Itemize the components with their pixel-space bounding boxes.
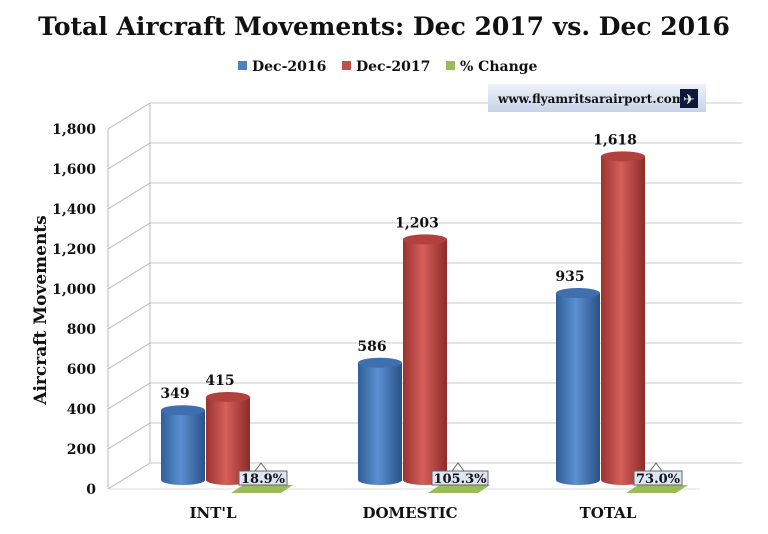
y-tick-label: 1,400 — [52, 202, 96, 218]
pct-label-box — [633, 470, 683, 486]
bar-cap — [403, 234, 447, 245]
data-label: 1,618 — [593, 132, 637, 148]
x-tick-label: DOMESTIC — [362, 504, 457, 522]
pct-data-label: 18.9% — [241, 472, 286, 487]
bar-dec-2017 — [206, 397, 250, 485]
x-tick-label: TOTAL — [580, 504, 637, 522]
data-label: 415 — [205, 373, 234, 389]
grid-diagonal — [107, 142, 151, 170]
pct-label-box — [431, 470, 489, 486]
bar-cap — [206, 392, 250, 402]
pct-data-label: 105.3% — [433, 472, 487, 487]
bar-dec-2017 — [601, 156, 645, 485]
y-axis-label: Aircraft Movements — [31, 215, 51, 405]
pct-label-box — [238, 470, 288, 486]
bar-pct-change — [428, 485, 490, 493]
watermark-text: www.flyamritsarairport.com — [497, 92, 685, 106]
y-tick-label: 400 — [67, 402, 96, 418]
grid-diagonal — [107, 102, 151, 130]
y-tick-label: 600 — [67, 362, 96, 378]
plane-icon-glyph: ✈ — [683, 92, 695, 108]
bar-pct-change — [231, 485, 293, 493]
data-label: 586 — [357, 339, 386, 355]
plane-icon — [680, 89, 698, 108]
data-label: 1,203 — [395, 215, 439, 231]
bar-cap — [161, 405, 205, 416]
bar-dec-2016 — [358, 362, 402, 485]
data-label: 935 — [555, 269, 584, 285]
callout-pointer — [649, 462, 663, 472]
bar-cap — [358, 357, 402, 368]
watermark-box — [488, 84, 706, 112]
grid-diagonal — [107, 222, 151, 250]
grid-diagonal — [107, 382, 151, 410]
x-tick-label: INT'L — [189, 504, 236, 522]
grid-diagonal — [107, 262, 151, 290]
bar-dec-2016 — [161, 410, 205, 485]
grid-diagonal — [107, 182, 151, 210]
legend-swatch-0 — [238, 61, 247, 70]
y-tick-label: 1,200 — [52, 242, 96, 258]
y-tick-label: 1,800 — [52, 122, 96, 138]
legend-swatch-2 — [446, 61, 455, 70]
y-tick-label: 0 — [86, 482, 96, 498]
grid-diagonal — [107, 462, 151, 490]
data-label: 349 — [160, 386, 189, 402]
y-tick-label: 200 — [67, 442, 96, 458]
grid-diagonal — [107, 302, 151, 330]
y-tick-label: 1,600 — [52, 162, 96, 178]
legend-swatch-1 — [342, 61, 351, 70]
bar-dec-2017 — [403, 239, 447, 485]
legend-label-1: Dec-2017 — [356, 59, 430, 75]
callout-pointer — [451, 462, 465, 472]
y-tick-label: 1,000 — [52, 282, 96, 298]
chart-title: Total Aircraft Movements: Dec 2017 vs. D… — [38, 12, 730, 41]
bar-dec-2016 — [556, 293, 600, 485]
grid-diagonal — [107, 342, 151, 370]
callout-pointer — [254, 462, 268, 472]
legend-label-2: % Change — [460, 59, 538, 75]
bar-cap — [556, 288, 600, 298]
grid-diagonal — [107, 422, 151, 450]
y-tick-label: 800 — [67, 322, 96, 338]
legend-label-0: Dec-2016 — [252, 59, 326, 75]
pct-data-label: 73.0% — [636, 472, 681, 487]
bar-cap — [601, 151, 645, 162]
bar-pct-change — [626, 485, 688, 493]
